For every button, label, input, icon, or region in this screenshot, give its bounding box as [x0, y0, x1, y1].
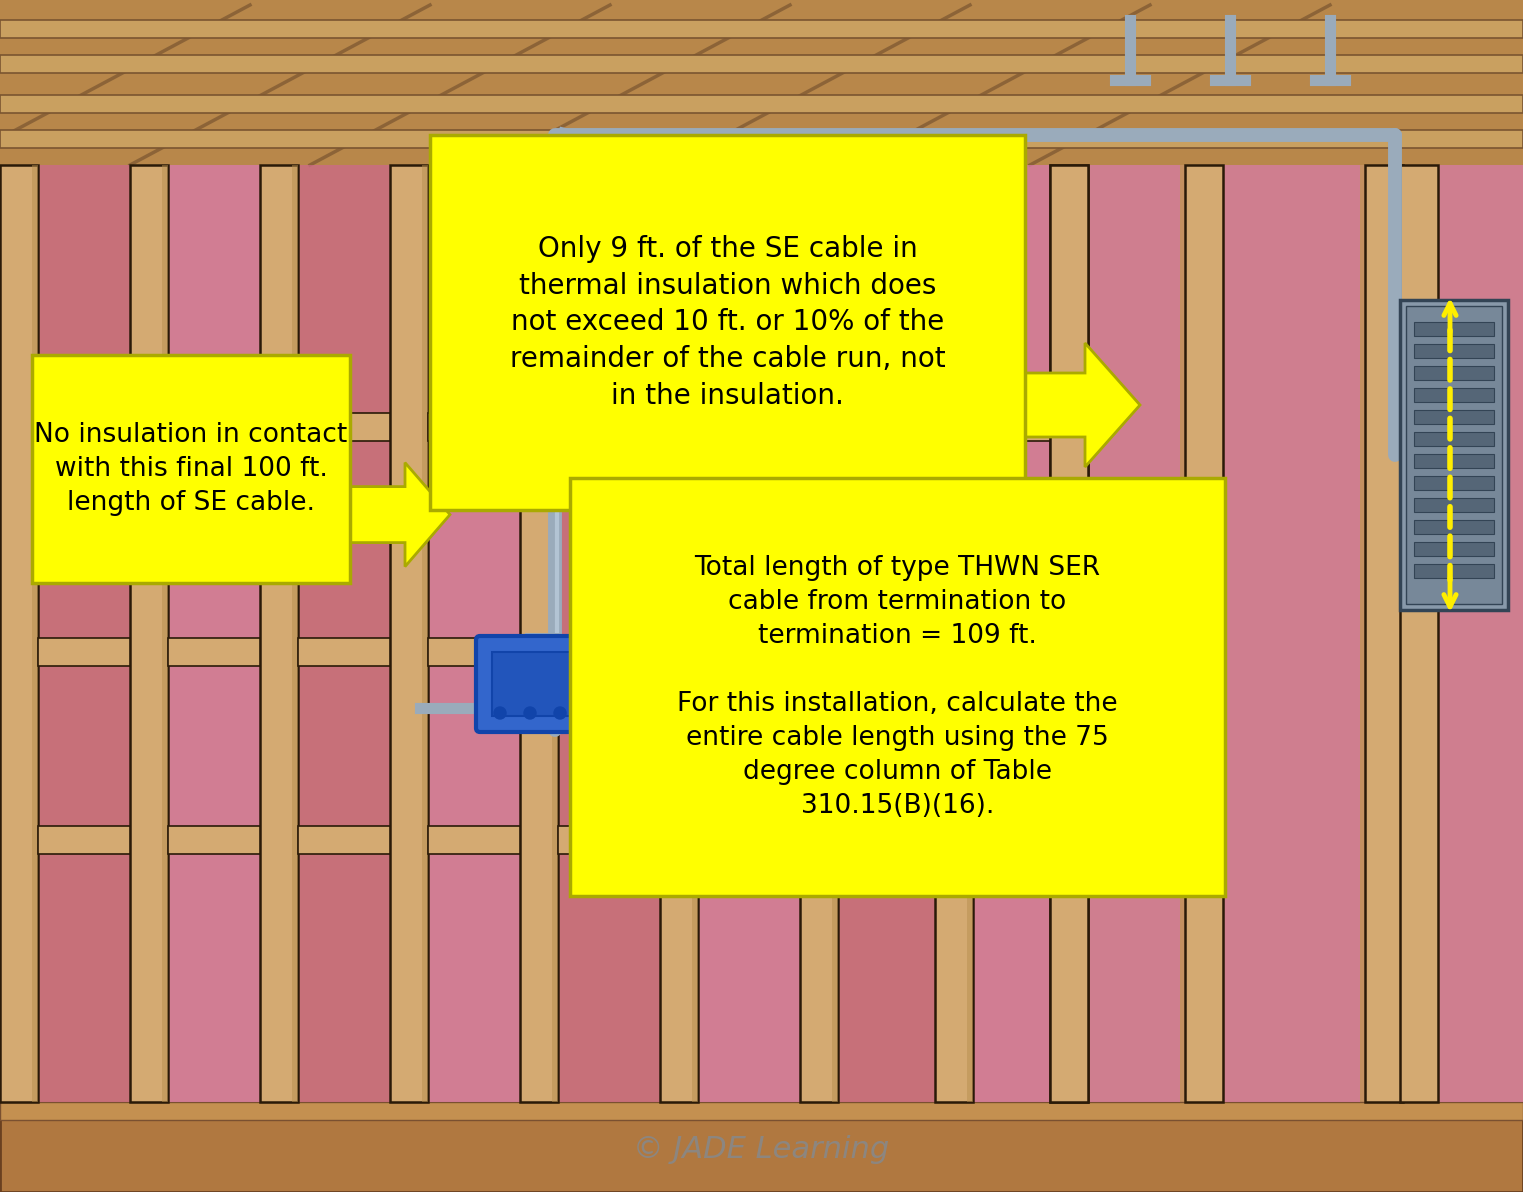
Bar [659, 164, 698, 1101]
Bar [838, 164, 935, 1101]
Bar [292, 164, 299, 1101]
Bar [299, 414, 390, 441]
Text: © JADE Learning: © JADE Learning [634, 1136, 889, 1165]
Bar [557, 826, 659, 853]
Bar [0, 0, 1523, 164]
Bar [299, 638, 390, 666]
Bar [0, 1101, 1523, 1120]
Text: Only 9 ft. of the SE cable in
thermal insulation which does
not exceed 10 ft. or: Only 9 ft. of the SE cable in thermal in… [510, 235, 946, 410]
Bar [698, 638, 800, 666]
Bar [698, 826, 800, 853]
Bar [428, 414, 519, 441]
Bar [260, 164, 299, 1101]
Bar [832, 164, 838, 1101]
Bar [1413, 476, 1494, 490]
Bar [698, 164, 800, 1101]
Bar [967, 164, 973, 1101]
Bar [168, 826, 260, 853]
Bar [0, 164, 38, 1101]
Bar [698, 414, 800, 441]
Bar [838, 638, 935, 666]
Bar [838, 414, 935, 441]
Bar [973, 164, 1049, 1101]
Bar [168, 414, 260, 441]
Bar [973, 826, 1049, 853]
Bar [1413, 454, 1494, 468]
Bar [0, 164, 1049, 1101]
Circle shape [554, 707, 567, 719]
Bar [1413, 322, 1494, 336]
Polygon shape [1025, 343, 1141, 467]
Bar [1413, 389, 1494, 402]
Bar [1413, 366, 1494, 380]
Bar [168, 638, 260, 666]
Bar [557, 164, 659, 1101]
Bar [168, 164, 260, 1101]
Bar [161, 164, 168, 1101]
Bar [1049, 164, 1087, 1101]
Bar [1400, 300, 1508, 610]
Bar [691, 164, 698, 1101]
Bar [0, 20, 1523, 38]
Bar [38, 638, 129, 666]
Bar [838, 826, 935, 853]
Bar [1400, 164, 1438, 1101]
Bar [38, 164, 129, 1101]
Bar [1185, 164, 1223, 1101]
Bar [1365, 164, 1403, 1101]
Bar [1413, 564, 1494, 578]
Bar [32, 355, 350, 583]
Bar [570, 478, 1224, 896]
Bar [0, 95, 1523, 113]
Bar [1390, 164, 1523, 1101]
Bar [0, 55, 1523, 73]
Bar [551, 164, 557, 1101]
Bar [1413, 498, 1494, 513]
Bar [557, 638, 659, 666]
Bar [299, 826, 390, 853]
Circle shape [493, 707, 506, 719]
Bar [299, 164, 390, 1101]
Bar [390, 164, 428, 1101]
Bar [492, 652, 573, 716]
Bar [1413, 520, 1494, 534]
Bar [935, 164, 973, 1101]
Bar [0, 1101, 1523, 1192]
Bar [429, 135, 1025, 510]
Bar [1406, 306, 1502, 604]
Bar [1209, 164, 1360, 1101]
Bar [129, 164, 168, 1101]
Bar [1413, 410, 1494, 424]
Bar [428, 826, 519, 853]
Bar [32, 164, 38, 1101]
Bar [973, 414, 1049, 441]
Bar [1049, 164, 1180, 1101]
Bar [428, 638, 519, 666]
Bar [1049, 164, 1523, 1101]
Bar [422, 164, 428, 1101]
Bar [973, 638, 1049, 666]
Bar [1049, 164, 1087, 1101]
Bar [0, 130, 1523, 148]
Bar [800, 164, 838, 1101]
Bar [1413, 432, 1494, 446]
Bar [1081, 164, 1087, 1101]
FancyBboxPatch shape [477, 637, 589, 732]
Bar [428, 164, 519, 1101]
Bar [557, 414, 659, 441]
Bar [519, 164, 557, 1101]
Text: Total length of type THWN SER
cable from termination to
termination = 109 ft.

F: Total length of type THWN SER cable from… [678, 555, 1118, 819]
Polygon shape [350, 462, 449, 566]
Bar [1413, 344, 1494, 358]
Bar [1413, 542, 1494, 555]
Circle shape [524, 707, 536, 719]
Bar [38, 414, 129, 441]
Bar [38, 826, 129, 853]
Text: No insulation in contact
with this final 100 ft.
length of SE cable.: No insulation in contact with this final… [35, 422, 347, 516]
